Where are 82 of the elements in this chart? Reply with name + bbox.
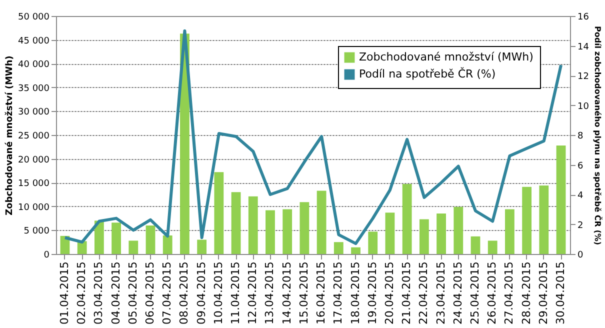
bar	[300, 202, 310, 254]
y-tick-label: 10 000	[18, 202, 50, 213]
x-tick-label: 23.04.2015	[434, 262, 448, 324]
bar	[334, 242, 344, 254]
x-tick-label: 25.04.2015	[468, 262, 482, 324]
x-tick-label: 24.04.2015	[451, 262, 464, 324]
bar	[402, 184, 412, 254]
y-axis-title: Zobchodované množství (MWh)	[4, 56, 16, 216]
legend-label: Zobchodované množství (MWh)	[359, 50, 534, 64]
x-tick-label: 26.04.2015	[486, 262, 499, 324]
x-tick-label: 29.04.2015	[536, 262, 550, 324]
x-tick-label: 08.04.2015	[178, 262, 191, 324]
y-tick-label: 20 000	[18, 155, 50, 166]
x-tick-label: 20.04.2015	[382, 262, 396, 324]
bar	[214, 172, 224, 254]
x-tick-label: 02.04.2015	[75, 262, 88, 324]
bar	[436, 214, 446, 254]
y-tick-label: 25 000	[18, 132, 50, 142]
x-tick-label: 30.04.2015	[554, 262, 568, 324]
y-tick-label: 15 000	[18, 179, 50, 190]
x-tick-label: 15.04.2015	[297, 262, 310, 324]
x-tick-label: 03.04.2015	[92, 262, 106, 324]
bar	[282, 209, 292, 254]
bar	[316, 190, 326, 254]
y2-tick-label: 12	[578, 72, 589, 82]
x-tick-label: 16.04.2015	[314, 262, 328, 324]
bar	[94, 220, 104, 254]
bar	[128, 240, 138, 254]
y2-tick-label: 14	[578, 42, 590, 52]
bar	[385, 212, 395, 254]
y2-tick-label: 16	[578, 12, 590, 22]
bar	[231, 192, 241, 254]
x-tick-label: 11.04.2015	[229, 262, 242, 324]
y2-tick-label: 10	[578, 102, 590, 112]
x-tick-label: 06.04.2015	[144, 262, 157, 324]
bar	[146, 225, 156, 254]
bar	[112, 222, 121, 254]
x-tick-label: 14.04.2015	[280, 262, 294, 324]
y-tick-label: 35 000	[18, 84, 50, 94]
y-tick-label: 5 000	[24, 226, 50, 237]
bar	[505, 209, 514, 254]
y2-tick-label: 6	[578, 161, 584, 172]
bar	[522, 186, 532, 254]
y2-tick-label: 4	[578, 191, 584, 201]
x-tick-label: 09.04.2015	[194, 262, 208, 324]
y-tick-label: 45 000	[18, 36, 50, 46]
x-tick-label: 05.04.2015	[126, 262, 140, 324]
x-tick-label: 18.04.2015	[348, 262, 362, 324]
x-tick-label: 27.04.2015	[502, 262, 516, 324]
x-tick-label: 12.04.2015	[246, 262, 260, 324]
bar	[162, 235, 172, 254]
bar	[266, 210, 275, 254]
bar	[368, 232, 378, 254]
y2-axis-title: Podíl zobchodovaného plynu na spotřebě ČR (%)	[592, 26, 603, 246]
x-tick-label: 19.04.2015	[366, 262, 379, 324]
bar	[488, 240, 498, 254]
bar	[470, 236, 480, 254]
y2-tick-label: 2	[578, 220, 584, 231]
bar	[454, 206, 464, 254]
y2-tick-label: 0	[578, 250, 584, 260]
x-tick-label: 17.04.2015	[332, 262, 345, 324]
bar	[351, 247, 360, 254]
bar	[539, 185, 549, 254]
legend-label: Podíl na spotřebě ČR (%)	[359, 66, 496, 80]
bar	[556, 145, 566, 254]
y2-tick-label: 8	[578, 132, 584, 142]
x-tick-label: 28.04.2015	[520, 262, 533, 324]
y-tick-label: 40 000	[18, 60, 50, 70]
x-tick-label: 01.04.2015	[58, 262, 71, 324]
x-tick-label: 04.04.2015	[109, 262, 122, 324]
line-series	[63, 29, 563, 246]
x-tick-label: 13.04.2015	[263, 262, 276, 324]
y-tick-label: 0	[44, 250, 50, 260]
x-tick-label: 22.04.2015	[417, 262, 430, 324]
bar	[419, 219, 429, 254]
y-tick-label: 30 000	[18, 108, 50, 118]
y-tick-label: 50 000	[18, 12, 50, 22]
bar	[197, 240, 207, 254]
x-tick-label: 21.04.2015	[400, 262, 414, 324]
x-tick-label: 10.04.2015	[212, 262, 225, 324]
x-tick-label: 07.04.2015	[160, 262, 174, 324]
bar	[248, 196, 258, 254]
